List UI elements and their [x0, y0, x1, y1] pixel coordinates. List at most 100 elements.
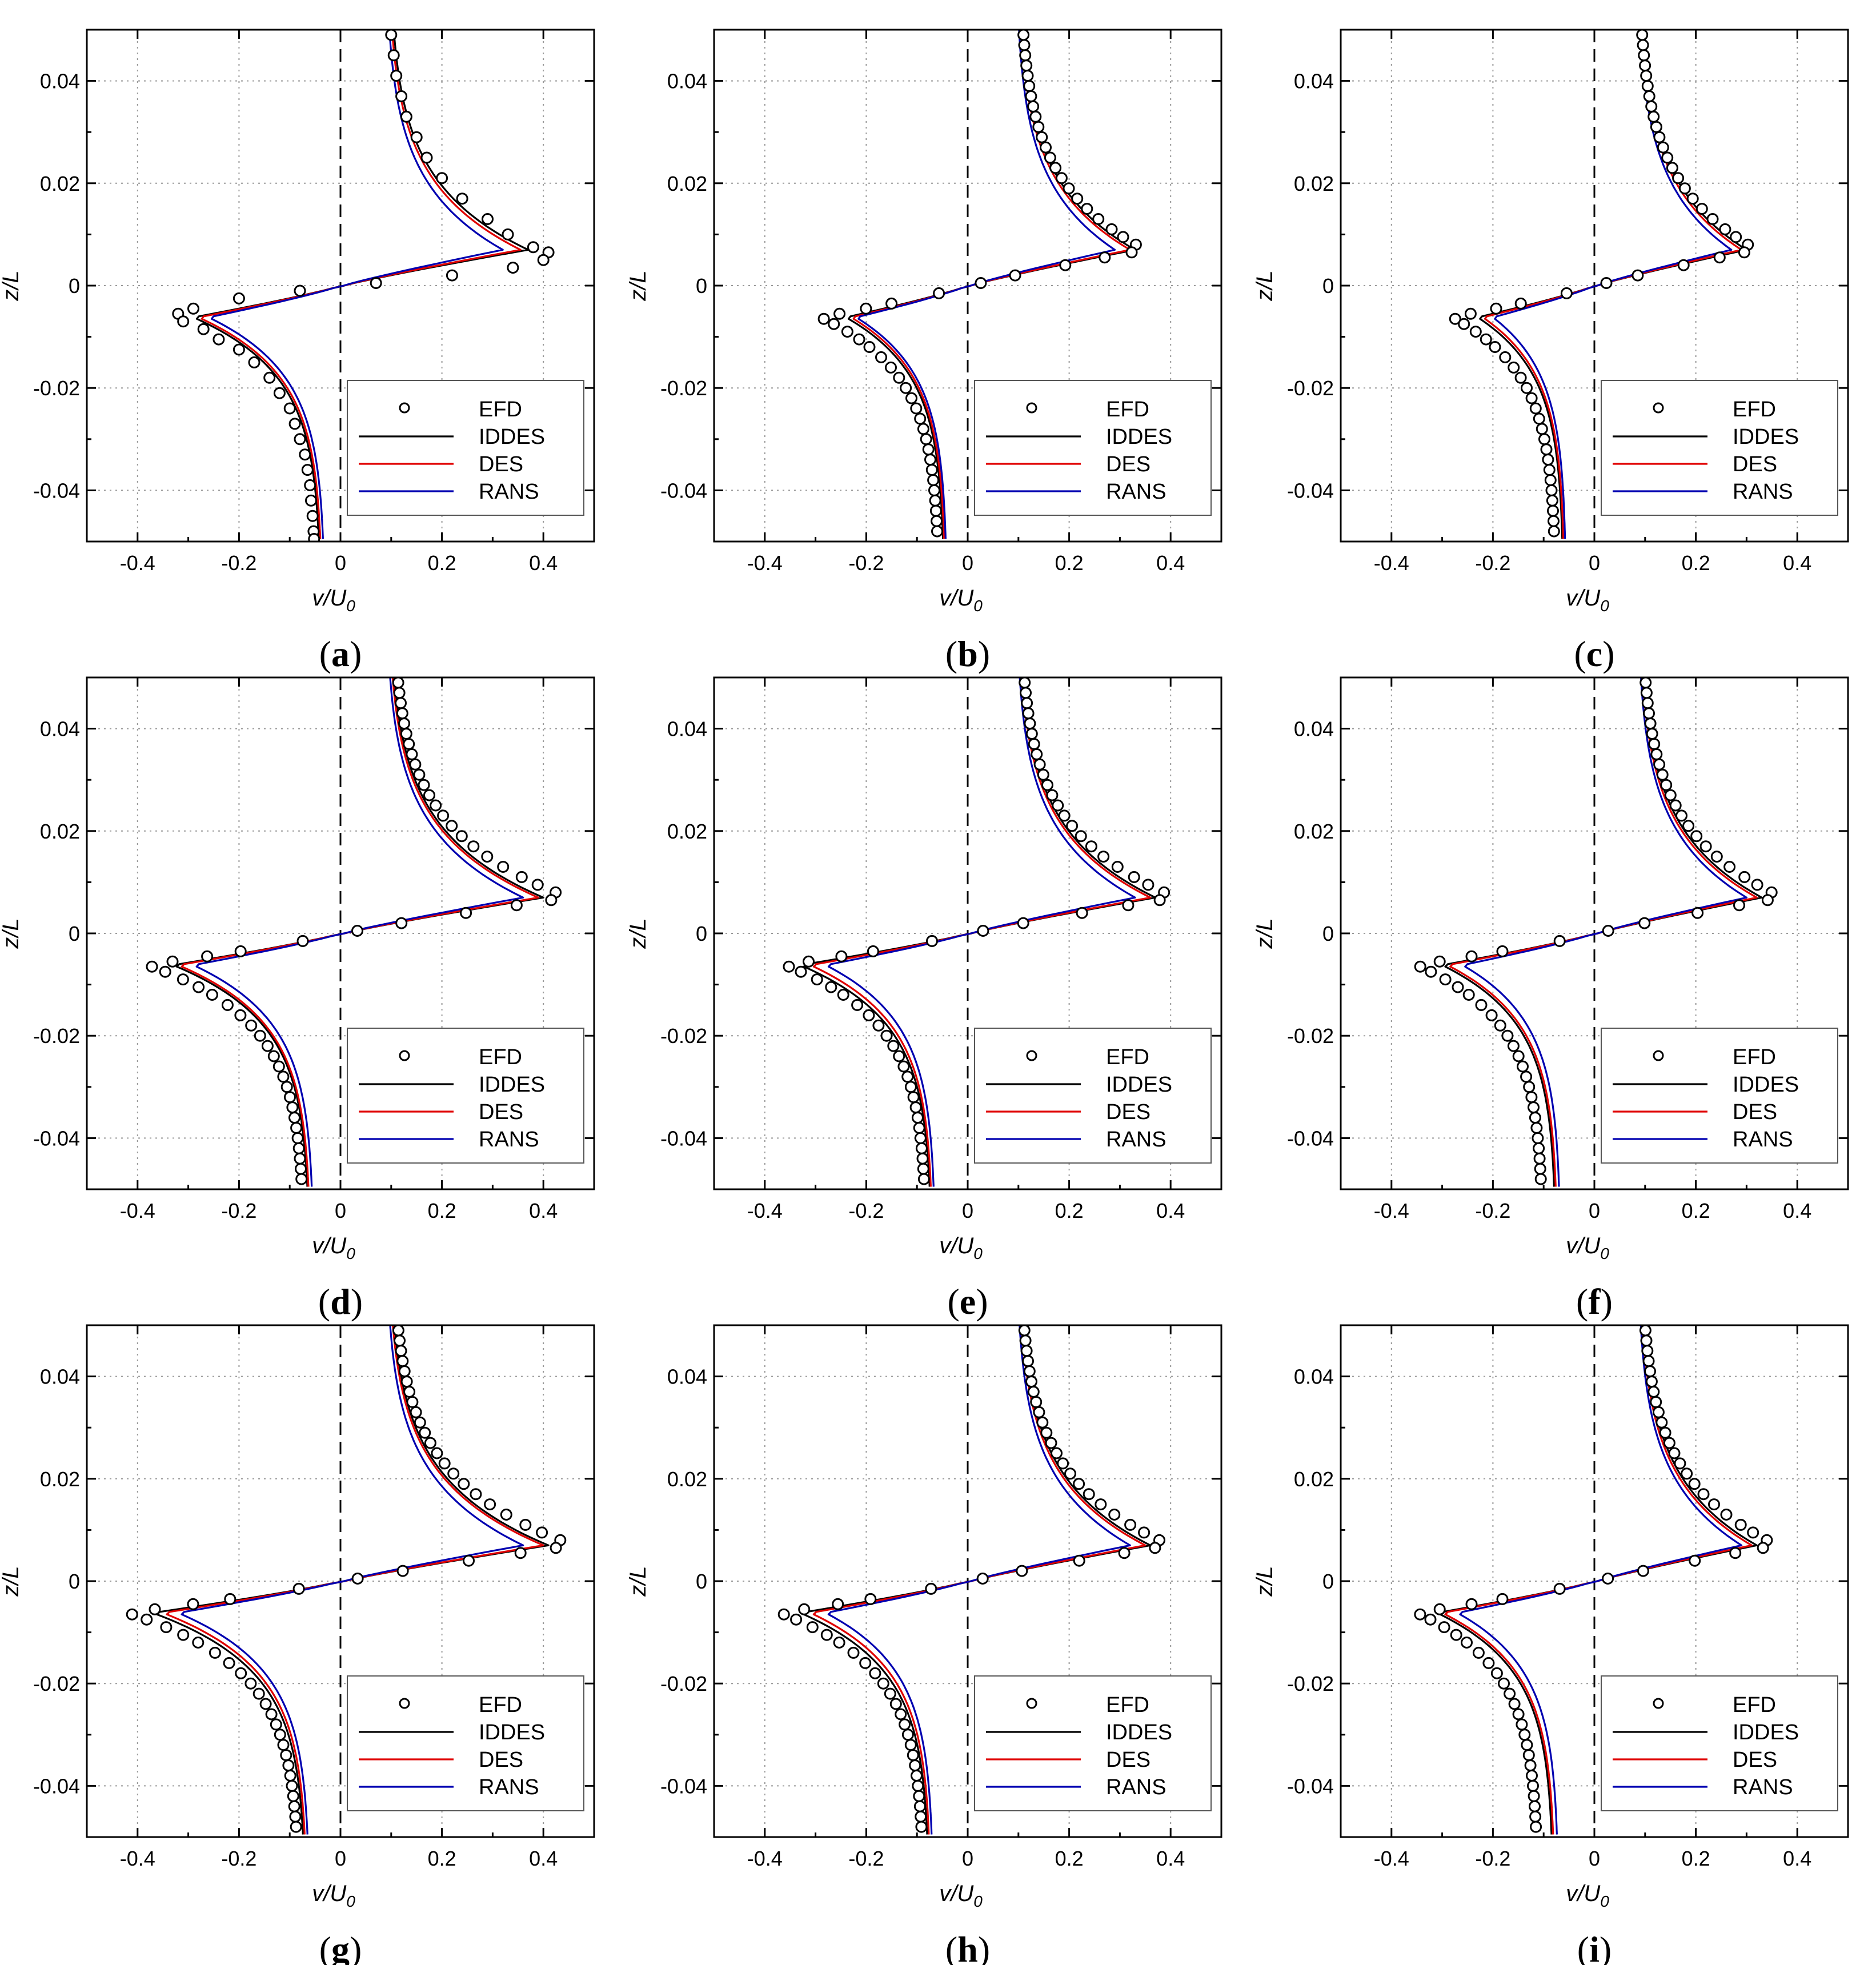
- efd-point: [977, 925, 989, 937]
- efd-point: [1049, 162, 1062, 174]
- efd-point: [841, 326, 853, 338]
- efd-point: [1757, 1542, 1769, 1554]
- efd-point: [904, 1739, 917, 1751]
- efd-point: [294, 433, 306, 446]
- panel-caption: (i): [1577, 1929, 1612, 1965]
- efd-point: [1524, 1759, 1537, 1772]
- efd-point: [245, 1019, 258, 1032]
- efd-point: [177, 315, 190, 328]
- efd-point: [288, 418, 301, 430]
- efd-point: [1674, 1457, 1686, 1470]
- efd-point: [1499, 351, 1512, 363]
- efd-point: [1521, 1739, 1533, 1751]
- x-tick-label: 0: [335, 1199, 346, 1222]
- efd-point: [1066, 820, 1079, 832]
- efd-point: [1682, 820, 1695, 832]
- x-tick-label: 0: [335, 1847, 346, 1870]
- efd-point: [1675, 809, 1687, 822]
- efd-point: [193, 981, 205, 993]
- efd-point: [1730, 231, 1742, 243]
- efd-point: [1695, 203, 1708, 215]
- efd-point: [913, 1800, 926, 1812]
- efd-point: [926, 935, 938, 947]
- efd-point: [1636, 30, 1649, 41]
- efd-point: [929, 504, 942, 517]
- efd-point: [177, 973, 189, 986]
- legend-symbol-efd: [1026, 1050, 1037, 1061]
- panel-c: -0.4 -0.2 0 0.2 0.4 0.04 0.02 0 -0.02 -0.04 v/U0 z/…: [1252, 29, 1849, 674]
- x-tick-label: -0.4: [747, 1199, 783, 1222]
- efd-point: [507, 262, 519, 274]
- y-tick-label: 0.04: [40, 717, 80, 741]
- efd-point: [192, 1637, 205, 1649]
- efd-point: [224, 1593, 236, 1605]
- efd-point: [1033, 758, 1046, 771]
- efd-point: [1645, 100, 1658, 113]
- efd-point: [885, 297, 898, 310]
- efd-point: [1514, 371, 1527, 384]
- legend-label-iddes: IDDES: [479, 1073, 545, 1097]
- efd-point: [1706, 213, 1719, 225]
- efd-point: [1030, 1395, 1043, 1408]
- y-tick-label: 0.02: [1294, 172, 1334, 195]
- efd-point: [927, 474, 940, 486]
- efd-point: [912, 1779, 924, 1792]
- efd-point: [1688, 1478, 1701, 1490]
- efd-point: [914, 1132, 927, 1144]
- efd-point: [398, 1365, 411, 1378]
- efd-point: [1024, 717, 1036, 730]
- efd-point: [1690, 830, 1703, 843]
- legend-symbol-efd: [399, 402, 410, 414]
- data-area: [1449, 30, 1754, 539]
- efd-point: [1469, 326, 1482, 338]
- efd-point: [1122, 899, 1135, 912]
- plot-frame: [1340, 676, 1849, 1190]
- efd-point: [1639, 59, 1651, 72]
- legend: EFD IDDES DES RANS: [974, 380, 1212, 516]
- y-tick-label: 0: [1322, 922, 1334, 945]
- efd-point: [863, 341, 876, 353]
- efd-point: [1553, 935, 1566, 947]
- efd-point: [1522, 1749, 1535, 1762]
- efd-point: [1450, 1629, 1462, 1641]
- efd-point: [1512, 1708, 1525, 1721]
- x-tick-label: 0.4: [1156, 551, 1185, 575]
- y-tick-label: 0.04: [667, 717, 707, 741]
- y-tick-label: 0: [69, 922, 80, 945]
- efd-point: [847, 1646, 860, 1659]
- y-axis-label: z/L: [1252, 270, 1277, 301]
- efd-point: [1512, 1050, 1525, 1062]
- efd-point: [1761, 894, 1774, 907]
- efd-point: [446, 269, 458, 282]
- y-tick-label: -0.04: [1287, 479, 1334, 502]
- y-tick-label: -0.04: [660, 1774, 707, 1798]
- efd-point: [295, 1173, 308, 1185]
- y-tick-label: -0.04: [1287, 1774, 1334, 1798]
- y-tick-label: 0.04: [1294, 70, 1334, 93]
- y-tick-label: 0.02: [1294, 1467, 1334, 1491]
- efd-point: [273, 387, 286, 399]
- efd-point: [795, 965, 807, 978]
- efd-point: [1641, 1345, 1654, 1357]
- efd-point: [1528, 1101, 1540, 1114]
- efd-point: [1543, 464, 1556, 476]
- efd-point: [1118, 1547, 1131, 1559]
- efd-point: [1022, 707, 1035, 720]
- x-axis-label: v/U0: [939, 586, 983, 615]
- efd-point: [1490, 1667, 1503, 1679]
- efd-point: [1645, 1376, 1658, 1388]
- x-tick-label: -0.4: [747, 551, 783, 575]
- efd-point: [1640, 677, 1652, 689]
- efd-point: [1602, 1573, 1614, 1585]
- efd-point: [889, 1698, 902, 1710]
- x-tick-label: -0.2: [848, 551, 884, 575]
- efd-point: [470, 1488, 482, 1501]
- efd-point: [833, 1637, 845, 1649]
- efd-point: [403, 1386, 416, 1398]
- efd-point: [500, 1509, 512, 1521]
- efd-point: [1029, 110, 1042, 123]
- x-tick-label: 0.4: [1156, 1199, 1185, 1222]
- legend-label-rans: RANS: [479, 1128, 539, 1152]
- efd-point: [1681, 1467, 1693, 1480]
- legend-label-iddes: IDDES: [1733, 1721, 1799, 1745]
